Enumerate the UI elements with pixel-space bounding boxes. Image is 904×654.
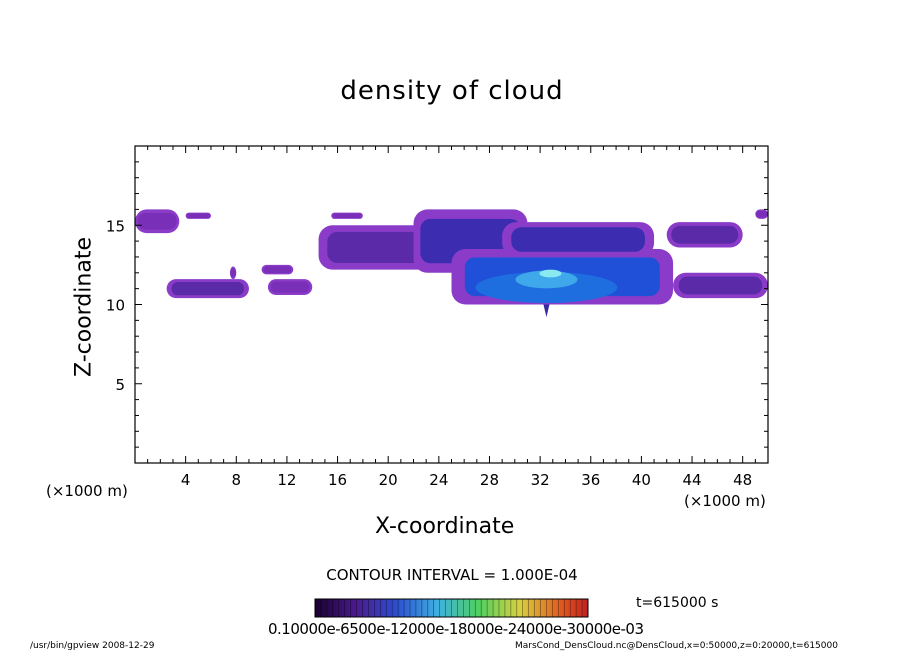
footer-left: /usr/bin/gpview 2008-12-29 <box>30 641 155 651</box>
x-tick-label: 8 <box>232 471 242 489</box>
x-tick-label: 4 <box>181 471 191 489</box>
x-tick-label: 24 <box>429 471 448 489</box>
cloud-region <box>166 279 249 299</box>
x-tick-label: 20 <box>379 471 398 489</box>
colorbar-labels: 0.10000e-6500e-12000e-18000e-24000e-3000… <box>268 620 644 638</box>
cloud-region <box>331 212 363 219</box>
x-tick-label: 36 <box>581 471 600 489</box>
cloud-region <box>502 222 655 257</box>
cloud-region <box>451 249 674 318</box>
colorbar <box>314 598 589 618</box>
cloud-field <box>135 209 768 318</box>
y-axis-label: Z-coordinate <box>71 237 97 377</box>
cloud-region <box>135 209 180 234</box>
x-unit-right: (×1000 m) <box>684 492 766 510</box>
cloud-region <box>666 222 743 248</box>
cloud-region <box>755 209 768 219</box>
x-tick-label: 40 <box>632 471 651 489</box>
cloud-region <box>261 264 294 275</box>
cloud-region <box>229 266 237 280</box>
x-tick-label: 48 <box>733 471 752 489</box>
cloud-region <box>185 212 211 219</box>
x-tick-label: 32 <box>531 471 550 489</box>
y-tick-label: 10 <box>106 297 125 315</box>
x-tick-label: 28 <box>480 471 499 489</box>
y-tick-label: 15 <box>106 217 125 235</box>
plot-frame <box>134 145 769 464</box>
x-tick-label: 12 <box>277 471 296 489</box>
footer-right: MarsCond_DensCloud.nc@DensCloud,x=0:5000… <box>515 641 838 651</box>
x-unit-left: (×1000 m) <box>46 482 128 500</box>
x-tick-label: 16 <box>328 471 347 489</box>
time-label: t=615000 s <box>636 595 719 611</box>
y-tick-label: 5 <box>115 376 125 394</box>
contour-interval: CONTOUR INTERVAL = 1.000E-04 <box>326 566 578 584</box>
cloud-region <box>673 272 768 299</box>
x-tick-label: 44 <box>682 471 701 489</box>
chart-title: density of cloud <box>340 76 564 106</box>
cloud-region <box>267 279 313 295</box>
x-axis-label: X-coordinate <box>375 514 515 539</box>
